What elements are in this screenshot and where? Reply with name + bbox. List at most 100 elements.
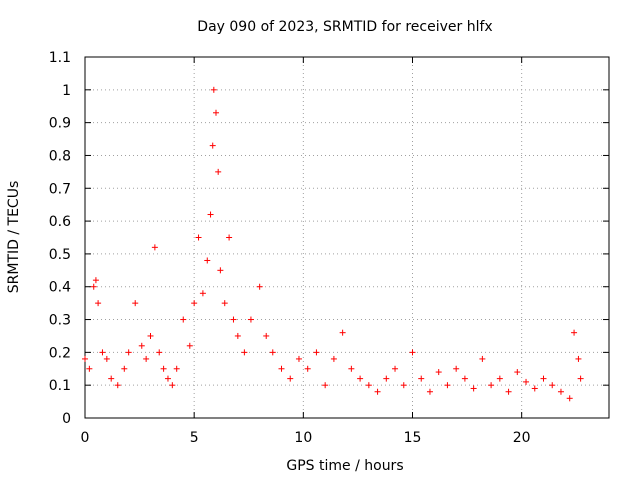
data-point: [186, 342, 193, 349]
data-point: [322, 382, 329, 389]
data-point: [278, 365, 285, 372]
data-point: [164, 375, 171, 382]
data-point: [577, 375, 584, 382]
data-point: [147, 332, 154, 339]
data-point: [143, 355, 150, 362]
data-point: [160, 365, 167, 372]
data-point: [488, 382, 495, 389]
data-point: [392, 365, 399, 372]
data-point: [557, 388, 564, 395]
data-point: [461, 375, 468, 382]
x-axis-title: GPS time / hours: [286, 458, 403, 474]
data-point: [383, 375, 390, 382]
axis-ticks: 0 0.1 0.2 0.3 0.4 0.5 0.6 0.7 0.8 0.9 1 1.1 0 5 10 15 20: [49, 50, 609, 446]
y-tick-label: 0: [62, 411, 71, 427]
data-point: [295, 355, 302, 362]
data-point: [132, 300, 139, 307]
data-point: [173, 365, 180, 372]
data-point: [514, 369, 521, 376]
data-point: [357, 375, 364, 382]
data-point: [209, 142, 216, 149]
data-point: [418, 375, 425, 382]
x-tick-label: 5: [190, 430, 199, 446]
data-point: [199, 290, 206, 297]
data-point: [213, 109, 219, 116]
data-point: [400, 382, 407, 389]
y-tick-label: 0.5: [49, 247, 71, 263]
data-point: [180, 316, 187, 323]
plot-area-frame: [84, 56, 610, 419]
x-tick-label: 15: [404, 430, 422, 446]
data-point: [207, 211, 214, 218]
data-point: [82, 355, 88, 362]
scatter-points: [82, 86, 584, 402]
data-point: [151, 244, 158, 251]
data-point: [339, 329, 346, 336]
data-point: [496, 375, 503, 382]
data-point: [313, 349, 320, 356]
data-point: [330, 355, 337, 362]
data-point: [195, 234, 202, 241]
data-point: [247, 316, 254, 323]
data-point: [108, 375, 115, 382]
data-point: [269, 349, 276, 356]
y-tick-label: 0.1: [49, 378, 71, 394]
data-point: [92, 277, 99, 284]
data-point: [241, 349, 248, 356]
data-point: [523, 378, 530, 385]
y-tick-label: 1.1: [49, 50, 71, 66]
data-point: [444, 382, 451, 389]
data-point: [103, 355, 110, 362]
grid: [85, 57, 609, 418]
data-point: [217, 267, 224, 274]
data-point: [549, 382, 556, 389]
data-point: [230, 316, 237, 323]
data-point: [470, 385, 477, 392]
x-tick-label: 20: [513, 430, 531, 446]
data-point: [571, 329, 578, 336]
data-point: [505, 388, 512, 395]
data-point: [531, 385, 538, 392]
data-point: [156, 349, 163, 356]
x-tick-label: 0: [81, 430, 90, 446]
y-tick-label: 0.3: [49, 313, 71, 329]
data-point: [409, 349, 416, 356]
x-tick-label: 10: [294, 430, 312, 446]
data-point: [99, 349, 106, 356]
data-point: [138, 342, 145, 349]
y-axis-title: SRMTID / TECUs: [6, 181, 22, 294]
data-point: [435, 369, 442, 376]
data-point: [125, 349, 132, 356]
data-point: [256, 283, 263, 290]
data-point: [114, 382, 121, 389]
data-point: [221, 300, 228, 307]
data-point: [287, 375, 294, 382]
data-point: [226, 234, 233, 241]
data-point: [374, 388, 381, 395]
chart-title: Day 090 of 2023, SRMTID for receiver hlf…: [197, 19, 492, 35]
data-point: [365, 382, 372, 389]
data-point: [234, 332, 241, 339]
y-tick-label: 0.8: [49, 148, 71, 164]
data-point: [453, 365, 460, 372]
data-point: [540, 375, 547, 382]
data-point: [348, 365, 355, 372]
data-point: [263, 332, 270, 339]
y-tick-label: 0.4: [49, 280, 71, 296]
data-point: [566, 395, 573, 402]
y-tick-label: 0.7: [49, 181, 71, 197]
data-point: [121, 365, 128, 372]
data-point: [575, 355, 582, 362]
y-tick-label: 0.6: [49, 214, 71, 230]
data-point: [479, 355, 486, 362]
data-point: [95, 300, 102, 307]
data-point: [169, 382, 176, 389]
data-point: [210, 86, 217, 93]
data-point: [86, 365, 93, 372]
y-tick-label: 1: [62, 83, 71, 99]
data-point: [426, 388, 433, 395]
y-tick-label: 0.2: [49, 345, 71, 361]
data-point: [191, 300, 198, 307]
data-point: [304, 365, 311, 372]
